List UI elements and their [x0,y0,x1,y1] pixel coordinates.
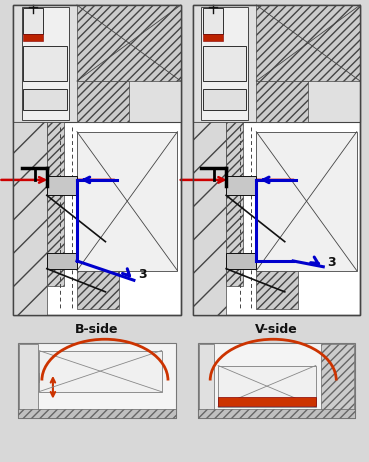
Bar [193,5,360,122]
Text: 3: 3 [138,268,146,281]
Bar [199,344,214,417]
Bar [321,344,354,417]
Bar [256,132,357,271]
Bar [193,5,360,315]
Bar [22,7,69,120]
Bar [201,7,248,120]
Bar [13,5,181,315]
Bar [226,122,243,286]
Bar [197,409,355,418]
Bar [13,5,181,122]
Bar [218,365,316,407]
Bar [203,8,223,34]
Bar [23,8,44,34]
Bar [226,176,256,195]
Text: 3: 3 [327,256,336,269]
Text: V-side: V-side [255,323,298,336]
Bar [18,409,176,418]
Text: B-side: B-side [75,323,119,336]
Bar [203,34,223,41]
Bar [226,253,256,269]
Bar [256,271,298,309]
Bar [13,122,47,315]
Bar [77,271,119,309]
Bar [18,343,176,418]
Bar [193,122,226,315]
Bar [77,81,129,122]
Bar [13,5,181,315]
Bar [203,89,246,110]
Bar [19,344,38,417]
Bar [256,5,360,81]
Bar [77,132,177,271]
Bar [39,373,86,382]
Bar [39,351,162,392]
Bar [23,46,67,81]
Bar [47,253,77,269]
Bar [23,34,44,41]
Bar [23,89,67,110]
Bar [47,122,63,286]
Bar [193,5,360,315]
Bar [197,343,355,418]
Bar [203,46,246,81]
Bar [256,81,308,122]
Bar [77,5,181,81]
Bar [218,397,316,406]
Bar [47,176,77,195]
